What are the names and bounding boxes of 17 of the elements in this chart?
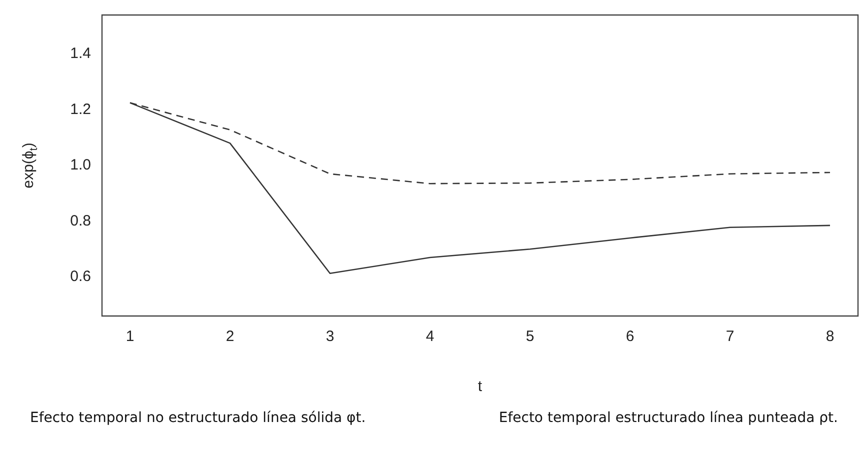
x-tick-label: 8: [826, 328, 834, 346]
x-tick-label: 6: [626, 328, 634, 346]
y-tick-label: 0.8: [70, 212, 91, 230]
x-tick-label: 4: [426, 328, 434, 346]
y-tick-label: 0.6: [70, 268, 91, 286]
x-tick-label: 1: [126, 328, 134, 346]
y-tick-label: 1.0: [70, 156, 91, 174]
y-tick-label: 1.2: [70, 100, 91, 118]
y-tick-label: 1.4: [70, 45, 91, 62]
x-tick-label: 5: [526, 328, 534, 346]
x-tick-label: 2: [226, 328, 234, 346]
y-axis-title: exp(ϕt): [20, 142, 40, 188]
x-tick-label: 3: [326, 328, 334, 346]
text: Efecto temporal no estructurado línea sólida φt.: [30, 410, 366, 426]
text: Efecto temporal estructurado línea punteada ρt.: [498, 410, 838, 426]
x-axis-title: t: [478, 378, 483, 396]
x-tick-label: 7: [726, 328, 734, 346]
